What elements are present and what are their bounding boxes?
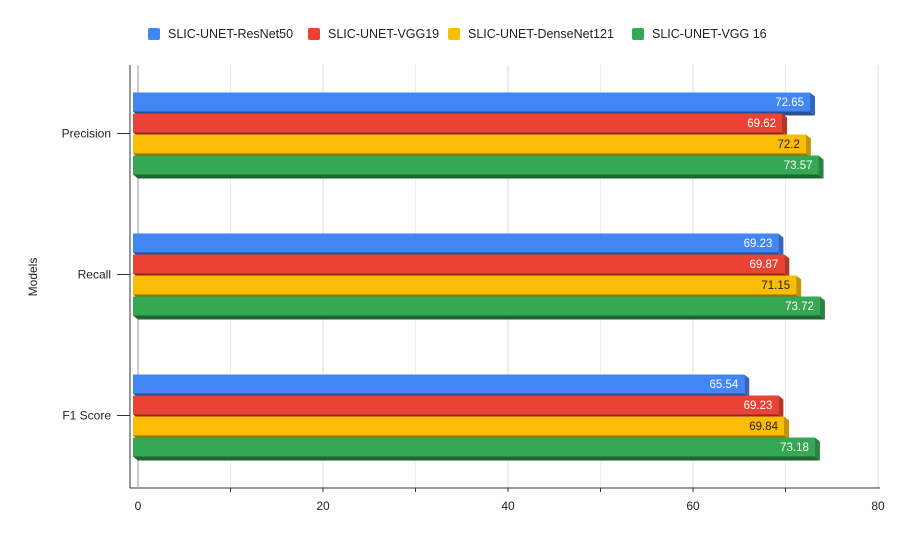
data-label: 69.23 — [744, 400, 773, 412]
bar — [133, 374, 750, 398]
bar-face — [133, 155, 819, 175]
bar — [133, 254, 790, 278]
bar — [133, 134, 811, 158]
legend-swatch — [148, 28, 160, 40]
x-tick-label: 60 — [686, 499, 700, 513]
bar — [133, 296, 825, 320]
bar-end — [778, 233, 784, 257]
legend-item: SLIC-UNET-VGG19 — [308, 24, 439, 44]
bar-end — [796, 275, 802, 299]
legend-item: SLIC-UNET-VGG 16 — [632, 24, 767, 44]
legend-swatch — [308, 28, 320, 40]
data-label: 71.15 — [761, 280, 790, 292]
bar — [133, 395, 784, 419]
bar-bottom — [133, 315, 825, 320]
legend-label: SLIC-UNET-VGG 16 — [652, 27, 767, 41]
bar-face — [133, 275, 797, 295]
bar-end — [805, 134, 811, 158]
bar-end — [784, 254, 790, 278]
legend-label: SLIC-UNET-ResNet50 — [168, 27, 294, 41]
data-label: 65.54 — [709, 379, 738, 391]
y-axis-title: Models — [26, 258, 40, 297]
bar-end — [781, 113, 787, 137]
bar — [133, 113, 787, 137]
legend-swatch — [632, 28, 644, 40]
bar-face — [133, 254, 785, 274]
bar-face — [133, 395, 779, 415]
bar-end — [810, 92, 816, 116]
bar — [133, 233, 784, 257]
x-tick-label: 0 — [135, 499, 142, 513]
data-label: 72.2 — [777, 139, 799, 151]
bar-face — [133, 113, 782, 133]
bar-end — [814, 437, 820, 461]
bar-end — [784, 416, 790, 440]
category-label: F1 Score — [62, 409, 111, 423]
x-tick-label: 40 — [501, 499, 515, 513]
bar-bottom — [133, 456, 820, 461]
data-label: 72.65 — [775, 97, 804, 109]
category-label: Recall — [78, 268, 111, 282]
bar — [133, 275, 802, 299]
legend-label: SLIC-UNET-DenseNet121 — [468, 27, 614, 41]
data-label: 73.57 — [784, 160, 813, 172]
category-label: Precision — [62, 127, 111, 141]
bar-end — [818, 155, 824, 179]
x-tick-label: 20 — [316, 499, 330, 513]
bar-face — [133, 233, 779, 253]
bar — [133, 155, 824, 179]
legend: SLIC-UNET-ResNet50 SLIC-UNET-VGG19 SLIC-UN… — [0, 24, 906, 44]
data-label: 69.87 — [750, 259, 779, 271]
bar-end — [778, 395, 784, 419]
bar — [133, 92, 816, 116]
data-label: 69.84 — [749, 421, 778, 433]
legend-item: SLIC-UNET-ResNet50 — [148, 24, 293, 44]
bar-face — [133, 92, 811, 112]
legend-swatch — [448, 28, 460, 40]
data-label: 69.62 — [747, 118, 776, 130]
bar-face — [133, 437, 815, 457]
bar-face — [133, 374, 745, 394]
bar — [133, 416, 790, 440]
bar-bottom — [133, 174, 824, 179]
legend-label: SLIC-UNET-VGG19 — [328, 27, 440, 41]
bar-face — [133, 416, 785, 436]
bar-face — [133, 134, 806, 154]
data-label: 73.72 — [785, 301, 814, 313]
x-tick-label: 80 — [871, 499, 885, 513]
bar-end — [819, 296, 825, 320]
data-label: 69.23 — [744, 238, 773, 250]
bar — [133, 437, 820, 461]
bar-face — [133, 296, 820, 316]
bar-end — [744, 374, 750, 398]
legend-item: SLIC-UNET-DenseNet121 — [448, 24, 614, 44]
data-label: 73.18 — [780, 442, 809, 454]
